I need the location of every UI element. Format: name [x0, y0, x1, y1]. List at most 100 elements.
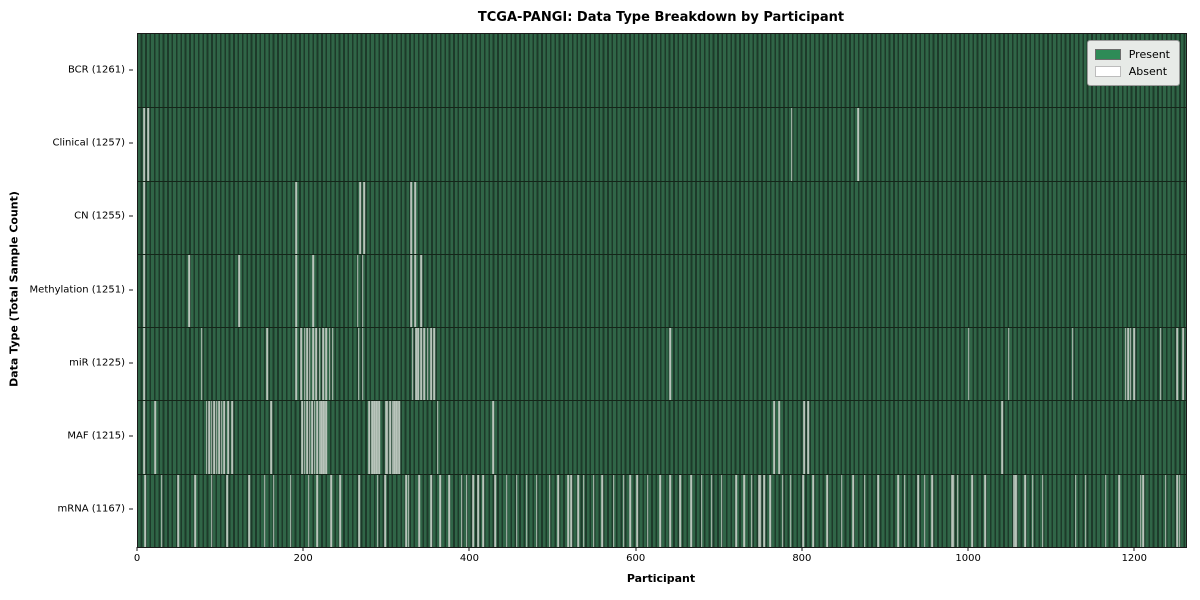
- absent-stripe: [227, 401, 229, 474]
- absent-stripe: [315, 328, 318, 401]
- absent-stripe: [557, 474, 559, 547]
- absent-stripe: [311, 401, 313, 474]
- absent-stripe: [433, 328, 436, 401]
- absent-stripe: [231, 401, 234, 474]
- absent-stripe: [812, 474, 815, 547]
- absent-stripe: [273, 474, 275, 547]
- x-tick-mark: [801, 547, 803, 551]
- absent-stripe: [420, 254, 422, 328]
- absent-stripe: [160, 474, 163, 547]
- absent-stripe: [312, 254, 314, 328]
- absent-stripe: [308, 401, 311, 474]
- absent-stripe: [647, 474, 649, 547]
- y-tick-mark: [129, 289, 133, 290]
- absent-stripe: [659, 474, 662, 547]
- absent-stripe: [358, 474, 361, 547]
- absent-stripe: [1182, 328, 1184, 401]
- present-swatch-icon: [1094, 49, 1121, 60]
- absent-stripe: [778, 401, 780, 474]
- absent-stripe: [1041, 474, 1044, 547]
- absent-stripe: [263, 474, 266, 547]
- absent-stripe: [306, 401, 308, 474]
- absent-stripe: [410, 254, 412, 328]
- absent-stripe: [303, 328, 306, 401]
- y-tick-mark: [129, 142, 133, 144]
- absent-stripe: [426, 328, 429, 401]
- absent-stripe: [328, 328, 331, 401]
- x-tick-mark: [967, 547, 969, 551]
- y-tick-mark: [129, 69, 133, 71]
- absent-stripe: [307, 474, 310, 547]
- absent-stripe: [549, 474, 551, 547]
- absent-stripe: [325, 328, 328, 401]
- legend-item-present: Present: [1094, 46, 1170, 63]
- absent-stripe: [567, 474, 569, 547]
- absent-stripe: [223, 401, 225, 474]
- heatmap-row-maf: [138, 400, 1186, 474]
- absent-stripe: [210, 474, 213, 547]
- absent-stripe: [790, 474, 792, 547]
- x-tick-label: 1000: [955, 553, 981, 564]
- legend: Present Absent: [1086, 40, 1180, 86]
- absent-stripe: [690, 474, 692, 547]
- absent-stripe: [210, 401, 213, 474]
- absent-stripe: [295, 328, 298, 401]
- absent-stripe: [679, 474, 682, 547]
- x-axis-title: Participant: [626, 572, 696, 585]
- y-tick-label: mRNA (1167): [57, 503, 125, 515]
- absent-stripe: [363, 181, 366, 254]
- absent-stripe: [368, 401, 371, 474]
- y-tick-mark: [129, 362, 133, 364]
- absent-stripe: [515, 474, 518, 547]
- absent-stripe: [852, 474, 854, 547]
- heatmap-row-methylation: [138, 253, 1186, 328]
- absent-stripe: [375, 401, 377, 474]
- absent-stripe: [1164, 474, 1167, 547]
- absent-stripe: [411, 328, 414, 401]
- absent-stripe: [535, 474, 538, 547]
- absent-stripe: [154, 401, 156, 474]
- absent-stripe: [396, 401, 399, 474]
- absent-stripe: [622, 474, 625, 547]
- absent-stripe: [144, 474, 146, 547]
- absent-stripe: [386, 401, 389, 474]
- absent-stripe: [803, 401, 805, 474]
- y-tick-label: Clinical (1257): [52, 137, 126, 149]
- absent-stripe: [802, 474, 805, 547]
- absent-stripe: [735, 474, 737, 547]
- absent-stripe: [322, 328, 324, 401]
- absent-stripe: [322, 401, 324, 474]
- plot-area: Present Absent: [137, 33, 1187, 548]
- absent-stripe: [177, 474, 180, 547]
- legend-label-absent: Absent: [1128, 65, 1168, 78]
- absent-stripe: [200, 328, 203, 401]
- absent-stripe: [436, 401, 439, 474]
- absent-stripe: [984, 474, 987, 547]
- absent-stripe: [270, 401, 273, 474]
- absent-stripe: [238, 254, 240, 328]
- absent-stripe: [1133, 328, 1135, 401]
- absent-stripe: [477, 474, 480, 547]
- absent-stripe: [472, 474, 475, 547]
- absent-stripe: [525, 474, 528, 547]
- y-tick-mark: [129, 435, 133, 437]
- absent-stripe: [430, 328, 432, 401]
- y-tick-label: MAF (1215): [67, 430, 125, 442]
- absent-stripe: [701, 474, 703, 547]
- absent-stripe: [570, 474, 573, 547]
- absent-stripe: [629, 474, 632, 547]
- absent-stripe: [1016, 474, 1018, 547]
- absent-stripe: [417, 328, 420, 401]
- absent-stripe: [1012, 474, 1015, 547]
- absent-stripe: [758, 474, 761, 547]
- x-tick-mark: [136, 547, 138, 551]
- absent-stripe: [613, 474, 615, 547]
- absent-stripe: [769, 474, 771, 547]
- absent-stripe: [669, 328, 672, 401]
- absent-stripe: [1127, 328, 1130, 401]
- absent-stripe: [301, 401, 303, 474]
- absent-stripe: [330, 474, 333, 547]
- absent-stripe: [147, 108, 150, 181]
- absent-stripe: [721, 474, 723, 547]
- absent-stripe: [316, 401, 318, 474]
